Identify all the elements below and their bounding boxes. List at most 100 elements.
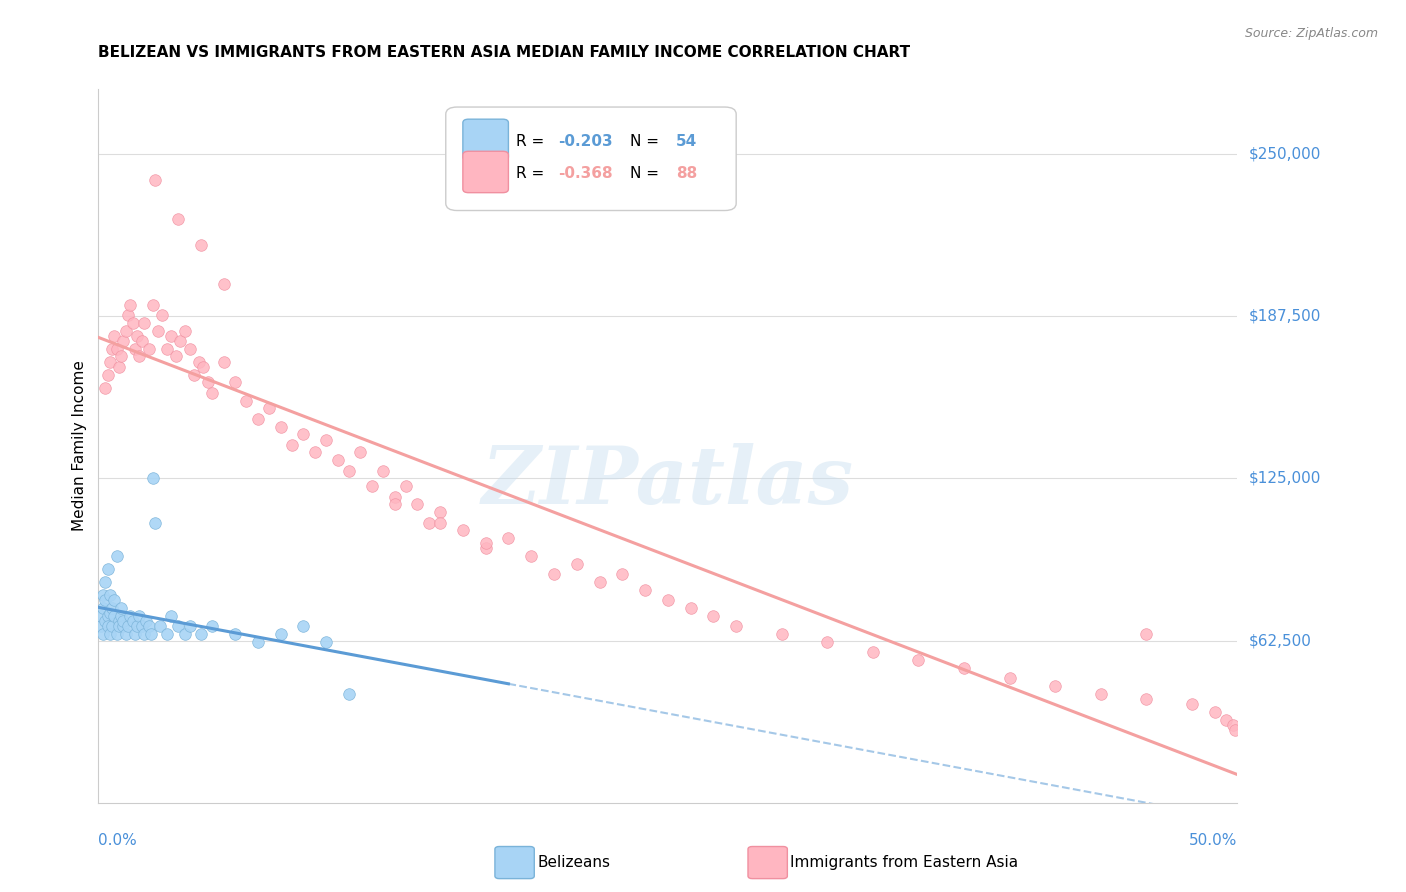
Point — [103, 593, 125, 607]
Point — [121, 614, 143, 628]
Point — [418, 516, 440, 530]
Point — [138, 619, 160, 633]
Point — [1135, 627, 1157, 641]
Text: 88: 88 — [676, 166, 697, 181]
Point — [998, 671, 1021, 685]
Point — [108, 619, 131, 633]
Point — [127, 328, 149, 343]
Point — [108, 614, 131, 628]
Point — [183, 368, 205, 382]
Point — [112, 619, 135, 633]
Point — [1215, 713, 1237, 727]
Point — [169, 334, 191, 348]
Point — [150, 308, 173, 322]
Point — [1135, 692, 1157, 706]
Point — [94, 614, 117, 628]
Point — [103, 609, 125, 624]
Point — [384, 490, 406, 504]
FancyBboxPatch shape — [463, 120, 509, 161]
Text: R =: R = — [516, 134, 550, 149]
Point — [98, 354, 121, 368]
Point — [101, 601, 124, 615]
Point — [1043, 679, 1066, 693]
Point — [98, 627, 121, 641]
Point — [156, 627, 179, 641]
Point — [429, 505, 451, 519]
Point — [174, 627, 197, 641]
Point — [127, 619, 149, 633]
Point — [246, 411, 269, 425]
Point — [96, 368, 118, 382]
Point — [142, 297, 165, 311]
Point — [1181, 697, 1204, 711]
Point — [337, 464, 360, 478]
Text: N =: N = — [630, 166, 664, 181]
Point — [90, 619, 112, 633]
Point — [197, 376, 219, 390]
Point — [103, 328, 125, 343]
Point — [474, 536, 496, 550]
Point — [337, 687, 360, 701]
Point — [101, 342, 124, 356]
Point — [112, 334, 135, 348]
Point — [142, 471, 165, 485]
Point — [634, 582, 657, 597]
Point — [326, 453, 349, 467]
Point — [429, 516, 451, 530]
Point — [179, 619, 201, 633]
Text: Belizeans: Belizeans — [537, 855, 610, 870]
Point — [110, 601, 132, 615]
Point — [174, 324, 197, 338]
Point — [105, 627, 128, 641]
Point — [725, 619, 748, 633]
Point — [224, 627, 246, 641]
Text: Immigrants from Eastern Asia: Immigrants from Eastern Asia — [790, 855, 1018, 870]
Point — [224, 376, 246, 390]
Point — [114, 627, 136, 641]
Text: 0.0%: 0.0% — [98, 833, 138, 848]
Point — [187, 354, 209, 368]
Point — [167, 619, 190, 633]
Point — [1222, 718, 1244, 732]
Point — [131, 334, 153, 348]
Point — [128, 350, 150, 364]
Point — [304, 445, 326, 459]
Point — [91, 601, 114, 615]
Point — [1204, 705, 1226, 719]
Point — [702, 609, 724, 624]
Point — [135, 614, 157, 628]
Point — [349, 445, 371, 459]
Point — [149, 619, 172, 633]
Text: Source: ZipAtlas.com: Source: ZipAtlas.com — [1244, 27, 1378, 40]
Point — [953, 661, 976, 675]
Point — [1223, 723, 1246, 738]
Point — [121, 316, 143, 330]
Point — [384, 497, 406, 511]
Point — [94, 381, 117, 395]
Point — [498, 531, 520, 545]
Point — [105, 549, 128, 564]
Point — [132, 627, 155, 641]
Point — [98, 588, 121, 602]
Point — [201, 385, 224, 400]
Point — [474, 541, 496, 556]
Point — [96, 562, 118, 576]
Text: $187,500: $187,500 — [1249, 309, 1320, 324]
Point — [565, 557, 588, 571]
Point — [657, 593, 679, 607]
Point — [315, 635, 337, 649]
Point — [612, 567, 634, 582]
Point — [96, 609, 118, 624]
Point — [292, 427, 315, 442]
Point — [90, 609, 112, 624]
Point — [138, 342, 160, 356]
Point — [259, 401, 281, 416]
Point — [91, 588, 114, 602]
Point — [96, 619, 118, 633]
Text: 54: 54 — [676, 134, 697, 149]
Text: -0.203: -0.203 — [558, 134, 613, 149]
Point — [128, 609, 150, 624]
Point — [101, 619, 124, 633]
Point — [110, 609, 132, 624]
Text: R =: R = — [516, 166, 550, 181]
